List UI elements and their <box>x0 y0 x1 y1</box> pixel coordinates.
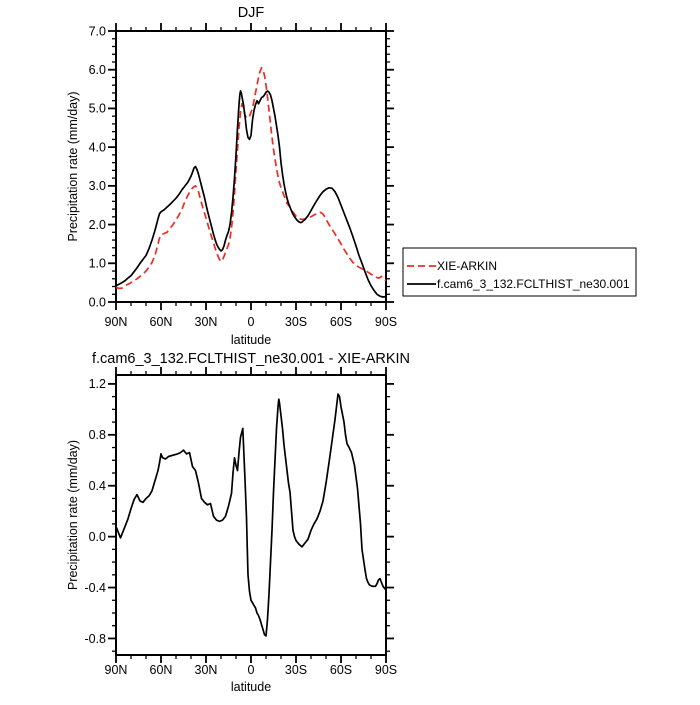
chart1-x-tick-label: 90N <box>105 663 128 677</box>
chart1-y-tick-label: -0.4 <box>84 581 106 595</box>
chart0-y-tick-label: 0.0 <box>89 295 106 309</box>
legend: XIE-ARKIN f.cam6_3_132.FCLTHIST_ne30.001 <box>402 247 637 297</box>
chart0-y-tick-label: 4.0 <box>89 140 106 154</box>
chart1-x-tick-label: 60N <box>150 663 173 677</box>
chart1-y-tick-label: 0.0 <box>89 530 106 544</box>
legend-label-model: f.cam6_3_132.FCLTHIST_ne30.001 <box>437 277 630 291</box>
chart0-x-tick-label: 90S <box>375 315 397 329</box>
chart1-y-tick-label: 0.4 <box>89 479 106 493</box>
bottom-chart-title: f.cam6_3_132.FCLTHIST_ne30.001 - XIE-ARK… <box>92 351 410 367</box>
chart0-x-tick-label: 30N <box>195 315 218 329</box>
chart0-x-tick-label: 60S <box>330 315 352 329</box>
bottom-chart-yaxis-label: Precipitation rate (mm/day) <box>66 440 80 590</box>
chart1-y-tick-label: 0.8 <box>89 428 106 442</box>
chart1-curve-difference-model-minus-xie-arkin- <box>115 393 387 637</box>
chart0-y-tick-label: 2.0 <box>89 218 106 232</box>
chart1-x-tick-label: 30S <box>285 663 307 677</box>
chart1-x-tick-label: 60S <box>330 663 352 677</box>
legend-box <box>402 247 637 297</box>
chart0-x-tick-label: 0 <box>248 315 255 329</box>
chart0-curve-xie-arkin <box>115 66 387 290</box>
chart1-x-tick-label: 0 <box>248 663 255 677</box>
bottom-chart-xaxis-label: latitude <box>231 680 271 694</box>
chart0-y-tick-label: 3.0 <box>89 179 106 193</box>
chart1-y-tick-label: 1.2 <box>89 377 106 391</box>
chart1-x-tick-label: 90S <box>375 663 397 677</box>
chart0-y-tick-label: 6.0 <box>89 63 106 77</box>
top-chart-yaxis-label: Precipitation rate (mm/day) <box>66 91 80 241</box>
chart1-x-tick-label: 30N <box>195 663 218 677</box>
legend-label-xie-arkin: XIE-ARKIN <box>437 259 497 273</box>
charts-render-layer: 90N 60N 30N 0 30S 60S 90S 0.0 1.0 2.0 3.0 4.0 5.0 6.0… <box>84 23 397 677</box>
chart0-y-tick-label: 7.0 <box>89 24 106 38</box>
chart0-x-tick-label: 90N <box>105 315 128 329</box>
chart0-curve-f-cam6-3-132-fclthist-ne30-001 <box>115 90 387 298</box>
chart0-frame <box>115 30 387 303</box>
chart0-y-tick-label: 1.0 <box>89 257 106 271</box>
chart0-x-tick-label: 30S <box>285 315 307 329</box>
top-chart-title: DJF <box>238 5 265 21</box>
chart0-x-tick-label: 60N <box>150 315 173 329</box>
top-chart-xaxis-label: latitude <box>231 333 271 347</box>
chart1-frame <box>115 374 387 656</box>
chart1-y-tick-label: -0.8 <box>84 632 106 646</box>
chart0-y-tick-label: 5.0 <box>89 102 106 116</box>
